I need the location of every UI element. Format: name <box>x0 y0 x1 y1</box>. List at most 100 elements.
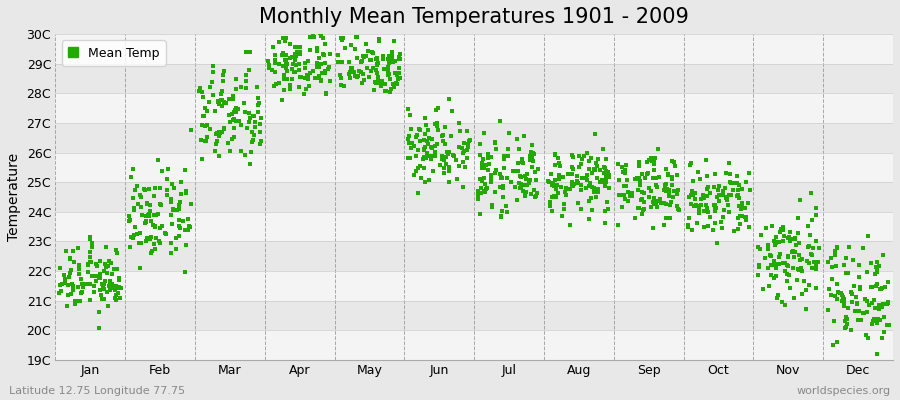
Point <box>642 157 656 164</box>
Point <box>181 226 195 233</box>
Point <box>277 52 292 58</box>
Point <box>102 283 116 289</box>
Point <box>417 147 431 153</box>
Point <box>824 264 839 270</box>
Point <box>66 248 80 254</box>
Point <box>138 220 152 226</box>
Point <box>572 152 586 159</box>
Point <box>442 149 456 156</box>
Point <box>227 116 241 122</box>
Point <box>480 185 494 192</box>
Point <box>202 99 217 105</box>
Point <box>516 160 530 166</box>
Point <box>762 252 777 258</box>
Point <box>518 188 533 195</box>
Point <box>650 197 664 204</box>
Point <box>144 218 158 225</box>
Point <box>299 86 313 92</box>
Point <box>91 273 105 280</box>
Point <box>346 68 361 75</box>
Point <box>686 178 700 184</box>
Point <box>374 80 388 86</box>
Point <box>801 223 815 229</box>
Point <box>779 278 794 284</box>
Point <box>432 162 446 169</box>
Point <box>251 95 266 102</box>
Point <box>494 174 508 180</box>
Point <box>83 249 97 255</box>
Point <box>122 218 136 224</box>
Point <box>526 164 540 170</box>
Point <box>517 133 531 140</box>
Point <box>456 148 471 154</box>
Point <box>374 83 388 89</box>
Point <box>724 192 738 198</box>
Point <box>806 245 820 251</box>
Point <box>102 282 116 289</box>
Point <box>716 191 731 198</box>
Point <box>351 73 365 79</box>
Point <box>428 143 442 150</box>
Point <box>872 317 886 324</box>
Point <box>781 263 796 269</box>
Point <box>791 230 806 236</box>
Point <box>876 300 890 307</box>
Point <box>635 196 650 202</box>
Point <box>707 171 722 177</box>
Point <box>670 191 684 197</box>
Point <box>212 101 226 107</box>
Point <box>828 252 842 258</box>
Point <box>851 274 866 280</box>
Point <box>856 245 870 251</box>
Point <box>183 224 197 230</box>
Point <box>481 151 495 158</box>
Point <box>238 152 253 158</box>
Point <box>599 170 614 177</box>
Point <box>288 51 302 58</box>
Point <box>654 200 669 206</box>
Point <box>177 167 192 174</box>
Point <box>385 48 400 55</box>
Point <box>833 290 848 297</box>
Point <box>214 97 229 103</box>
Point <box>66 287 80 293</box>
Point <box>476 156 491 162</box>
Point <box>173 199 187 205</box>
Point <box>335 37 349 43</box>
Point <box>719 170 733 177</box>
Point <box>510 136 525 143</box>
Point <box>152 237 166 244</box>
Point <box>420 153 435 159</box>
Point <box>686 192 700 198</box>
Point <box>472 141 487 148</box>
Point <box>266 13 280 20</box>
Point <box>722 209 736 215</box>
Point <box>794 265 808 272</box>
Point <box>630 204 644 211</box>
Point <box>94 291 109 298</box>
Point <box>513 184 527 191</box>
Point <box>716 191 730 197</box>
Point <box>292 60 306 67</box>
Point <box>460 128 474 134</box>
Point <box>310 44 325 51</box>
Point <box>653 196 668 202</box>
Point <box>545 180 560 186</box>
Point <box>692 209 706 216</box>
Point <box>752 262 767 268</box>
Point <box>670 172 684 179</box>
Point <box>587 188 601 195</box>
Point <box>445 108 459 114</box>
Point <box>265 67 279 74</box>
Point <box>376 56 391 62</box>
Point <box>277 72 292 78</box>
Point <box>850 317 865 323</box>
Point <box>85 273 99 280</box>
Point <box>765 262 779 268</box>
Point <box>387 38 401 45</box>
Point <box>108 283 122 290</box>
Point <box>580 172 594 178</box>
Point <box>778 302 792 308</box>
Point <box>312 55 327 61</box>
Point <box>253 115 267 121</box>
